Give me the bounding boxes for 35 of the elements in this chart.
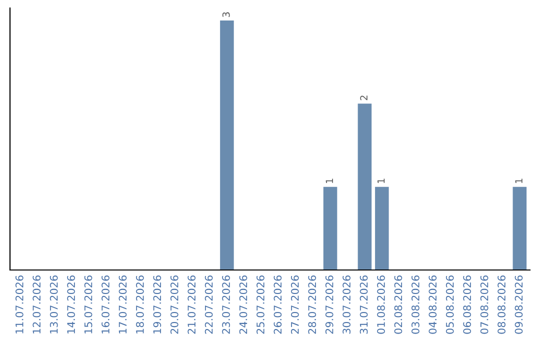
x-tick-label: 18.07.2026: [136, 276, 144, 334]
x-tick-label: 05.08.2026: [446, 276, 454, 334]
x-tick-label: 09.08.2026: [514, 276, 523, 334]
x-tick-label: 17.07.2026: [118, 276, 127, 334]
x-tick-label: 31.07.2026: [360, 276, 368, 334]
x-tick-label: 20.07.2026: [170, 276, 178, 334]
x-tick-label: 26.07.2026: [274, 276, 282, 334]
x-tick-label: 21.07.2026: [188, 276, 196, 334]
x-tick-label: 08.08.2026: [498, 276, 506, 334]
x-tick-label: 23.07.2026: [222, 276, 230, 334]
x-tick-label: 28.07.2026: [308, 276, 316, 334]
x-tick-label: 30.07.2026: [342, 276, 351, 334]
x-tick-label: 16.07.2026: [102, 276, 110, 334]
x-tick-label: 02.08.2026: [394, 276, 402, 334]
x-tick-label: 15.07.2026: [84, 276, 92, 334]
x-tick-label: 12.07.2026: [32, 276, 41, 334]
x-tick-label: 29.07.2026: [325, 276, 334, 334]
x-tick-label: 07.08.2026: [480, 276, 488, 334]
x-tick-label: 06.08.2026: [463, 276, 472, 334]
x-tick-label: 11.07.2026: [15, 276, 24, 334]
x-tick-label: 19.07.2026: [153, 276, 162, 334]
x-tick-label: 03.08.2026: [412, 276, 420, 334]
x-tick-label: 27.07.2026: [290, 276, 299, 334]
x-tick-label: 01.08.2026: [377, 276, 385, 334]
data-label: 1: [515, 178, 522, 183]
x-tick-label: 14.07.2026: [67, 276, 76, 334]
x-tick-label: 13.07.2026: [50, 276, 58, 334]
x-tick-label: 04.08.2026: [428, 276, 437, 334]
data-label: 1: [378, 178, 385, 183]
x-tick-label: 22.07.2026: [204, 276, 213, 334]
x-tick-label: 25.07.2026: [256, 276, 264, 334]
data-label: 3: [222, 12, 230, 17]
x-tick-label: 24.07.2026: [239, 276, 248, 334]
data-label: 1: [326, 178, 333, 183]
data-label: 2: [360, 96, 368, 100]
